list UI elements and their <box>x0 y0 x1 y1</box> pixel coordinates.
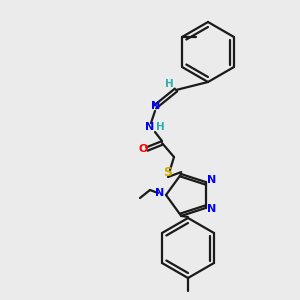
Text: H: H <box>165 79 173 89</box>
Text: O: O <box>138 144 148 154</box>
Text: N: N <box>146 122 154 132</box>
Text: S: S <box>164 167 172 179</box>
Text: N: N <box>207 175 216 185</box>
Text: N: N <box>155 188 165 198</box>
Text: H: H <box>156 122 164 132</box>
Text: N: N <box>207 204 216 214</box>
Text: N: N <box>152 101 160 111</box>
